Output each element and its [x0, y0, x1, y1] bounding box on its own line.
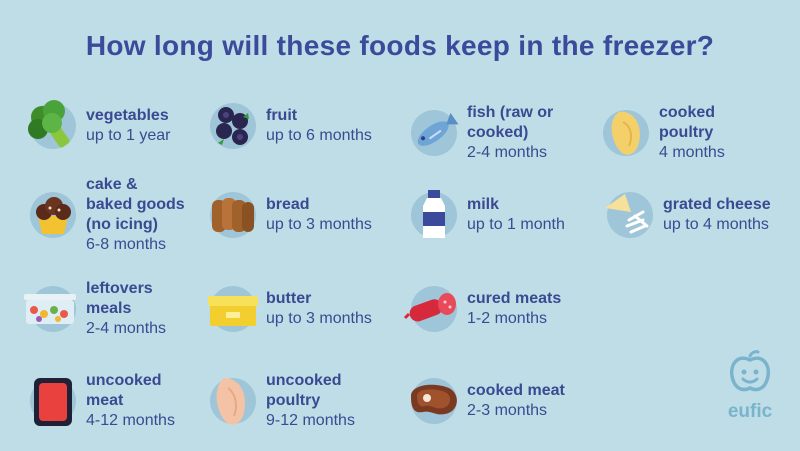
food-duration: 2-3 months [467, 402, 548, 419]
food-name: fruit [266, 107, 298, 124]
food-name: cooked meat [467, 382, 565, 399]
eufic-logo: eufic [718, 350, 782, 423]
logo-wordmark: eufic [727, 401, 773, 422]
food-item-cooked-poultry: cooked poultry 4 months [603, 103, 725, 163]
food-duration: up to 1 year [86, 127, 171, 144]
page-title: How long will these foods keep in the fr… [85, 30, 715, 61]
food-name: grated cheese [663, 196, 771, 213]
food-duration: up to 3 months [266, 310, 372, 327]
muffin-icon [30, 192, 76, 238]
food-item-fruit: fruit up to 6 months [210, 103, 372, 149]
food-name: uncooked poultry [266, 372, 342, 409]
food-name: cured meats [467, 290, 562, 307]
food-item-cooked-meat: cooked meat 2-3 months [411, 378, 565, 424]
salami-icon [403, 286, 457, 332]
food-duration: up to 6 months [266, 127, 372, 144]
food-name: milk [467, 196, 500, 213]
food-item-cured-meats: cured meats 1-2 months [403, 286, 562, 332]
cheese-icon [605, 192, 653, 238]
container-icon [24, 286, 76, 332]
food-name: uncooked meat [86, 372, 162, 409]
food-duration: 1-2 months [467, 310, 548, 327]
food-name: butter [266, 290, 312, 307]
food-name: leftovers meals [86, 280, 153, 317]
food-name: bread [266, 196, 310, 213]
food-duration: 2-4 months [467, 144, 548, 161]
food-item-fish: fish (raw or cooked) 2-4 months [411, 103, 553, 163]
apple-face-icon [729, 350, 771, 392]
food-name: vegetables [86, 107, 169, 124]
food-duration: 4 months [659, 144, 725, 161]
food-name: fish (raw or cooked) [467, 104, 554, 141]
chicken-breast-icon [603, 110, 649, 156]
butter-icon [208, 286, 258, 332]
berries-icon [210, 103, 256, 149]
food-duration: 6-8 months [86, 236, 167, 253]
fish-icon [411, 110, 459, 156]
food-name: cooked poultry [659, 104, 716, 141]
meat-tray-icon [30, 378, 76, 426]
food-item-uncooked-meat: uncooked meat 4-12 months [30, 371, 175, 431]
food-duration: up to 3 months [266, 216, 372, 233]
food-item-cake: cake & baked goods (no icing) 6-8 months [30, 175, 185, 255]
food-item-milk: milk up to 1 month [411, 190, 565, 238]
raw-chicken-icon [210, 378, 256, 425]
food-duration: 2-4 months [86, 320, 167, 337]
food-item-butter: butter up to 3 months [208, 286, 372, 332]
food-item-leftovers: leftovers meals 2-4 months [24, 279, 167, 339]
food-duration: up to 1 month [467, 216, 565, 233]
food-item-uncooked-poultry: uncooked poultry 9-12 months [210, 371, 355, 431]
broccoli-icon [28, 100, 76, 149]
food-duration: up to 4 months [663, 216, 769, 233]
food-item-vegetables: vegetables up to 1 year [28, 100, 171, 149]
food-name: cake & baked goods (no icing) [86, 176, 185, 233]
bread-slices-icon [210, 192, 256, 238]
food-duration: 9-12 months [266, 412, 355, 429]
food-item-grated-cheese: grated cheese up to 4 months [605, 192, 771, 238]
milk-bottle-icon [411, 190, 457, 238]
steak-icon [411, 378, 457, 424]
food-duration: 4-12 months [86, 412, 175, 429]
food-item-bread: bread up to 3 months [210, 192, 372, 238]
